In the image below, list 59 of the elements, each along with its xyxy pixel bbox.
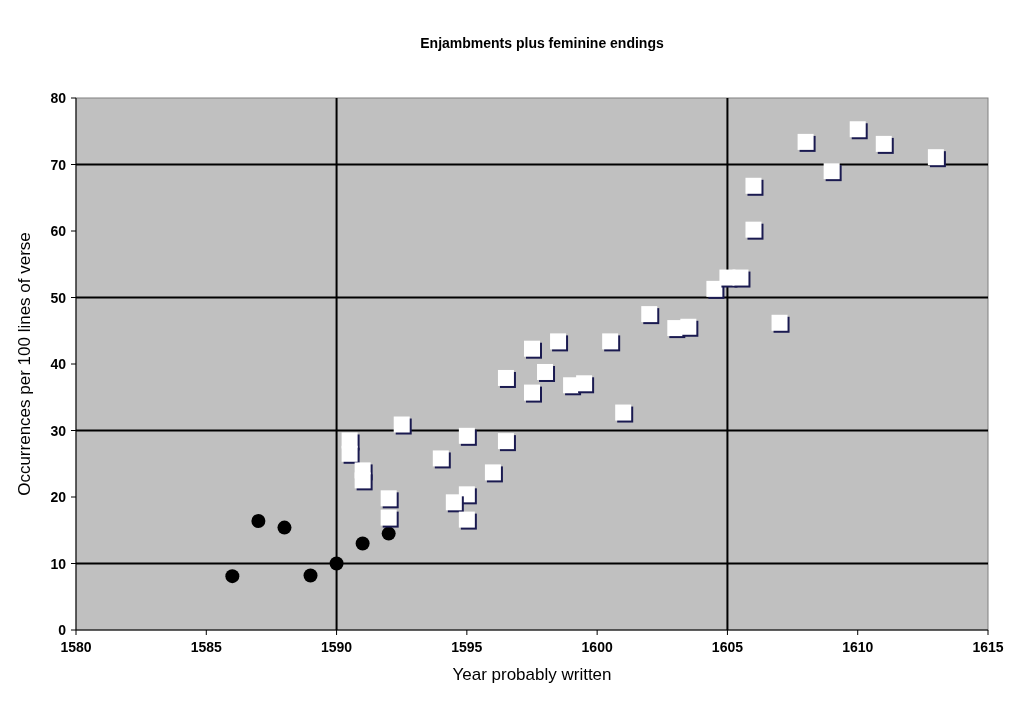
point: [550, 333, 567, 350]
y-tick-label: 0: [58, 622, 67, 638]
point: [329, 556, 344, 571]
point: [380, 509, 397, 526]
point: [445, 494, 462, 511]
point: [745, 221, 762, 238]
y-tick-label: 10: [50, 555, 67, 572]
y-tick-label: 70: [50, 156, 67, 173]
point: [615, 404, 632, 421]
y-axis-title: Occurrences per 100 lines of verse: [15, 232, 34, 496]
point: [458, 511, 475, 528]
chart-title: Enjambments plus feminine endings: [420, 35, 664, 51]
point: [497, 433, 514, 450]
x-tick-label: 1605: [711, 639, 744, 655]
point: [355, 536, 370, 551]
point: [849, 121, 866, 138]
x-tick-label: 1580: [60, 639, 92, 655]
y-tick-label: 60: [50, 223, 67, 239]
point: [576, 375, 593, 392]
x-tick-label: 1610: [842, 639, 874, 655]
point: [537, 363, 554, 380]
point: [823, 163, 840, 180]
point: [341, 445, 358, 462]
y-tick-label: 20: [50, 489, 67, 505]
point: [602, 333, 619, 350]
point: [524, 340, 540, 357]
x-tick-label: 1600: [581, 639, 613, 655]
point: [380, 490, 397, 507]
x-tick-label: 1595: [451, 639, 483, 655]
y-tick-label: 80: [50, 90, 67, 106]
point: [303, 568, 318, 583]
point: [524, 384, 540, 401]
x-tick-label: 1585: [190, 639, 223, 655]
x-tick-label: 1590: [320, 639, 353, 655]
y-tick-label: 40: [50, 356, 67, 372]
point: [797, 133, 814, 150]
point: [927, 149, 944, 166]
point: [381, 526, 396, 541]
point: [393, 416, 410, 433]
point: [458, 486, 475, 503]
point: [277, 520, 292, 535]
y-tick-label: 50: [50, 289, 67, 306]
point: [484, 464, 501, 481]
point: [875, 135, 892, 152]
x-axis-title: Year probably written: [452, 665, 612, 684]
point: [745, 177, 762, 194]
point: [458, 427, 475, 444]
point: [771, 314, 788, 331]
point: [497, 369, 514, 386]
point: [354, 472, 371, 489]
point: [732, 269, 749, 286]
y-tick-label: 30: [50, 422, 67, 439]
point: [641, 306, 658, 323]
point: [706, 280, 723, 297]
point: [680, 318, 697, 335]
point: [251, 513, 266, 528]
point: [225, 569, 240, 584]
point: [432, 450, 449, 467]
x-tick-label: 1615: [972, 639, 1004, 655]
